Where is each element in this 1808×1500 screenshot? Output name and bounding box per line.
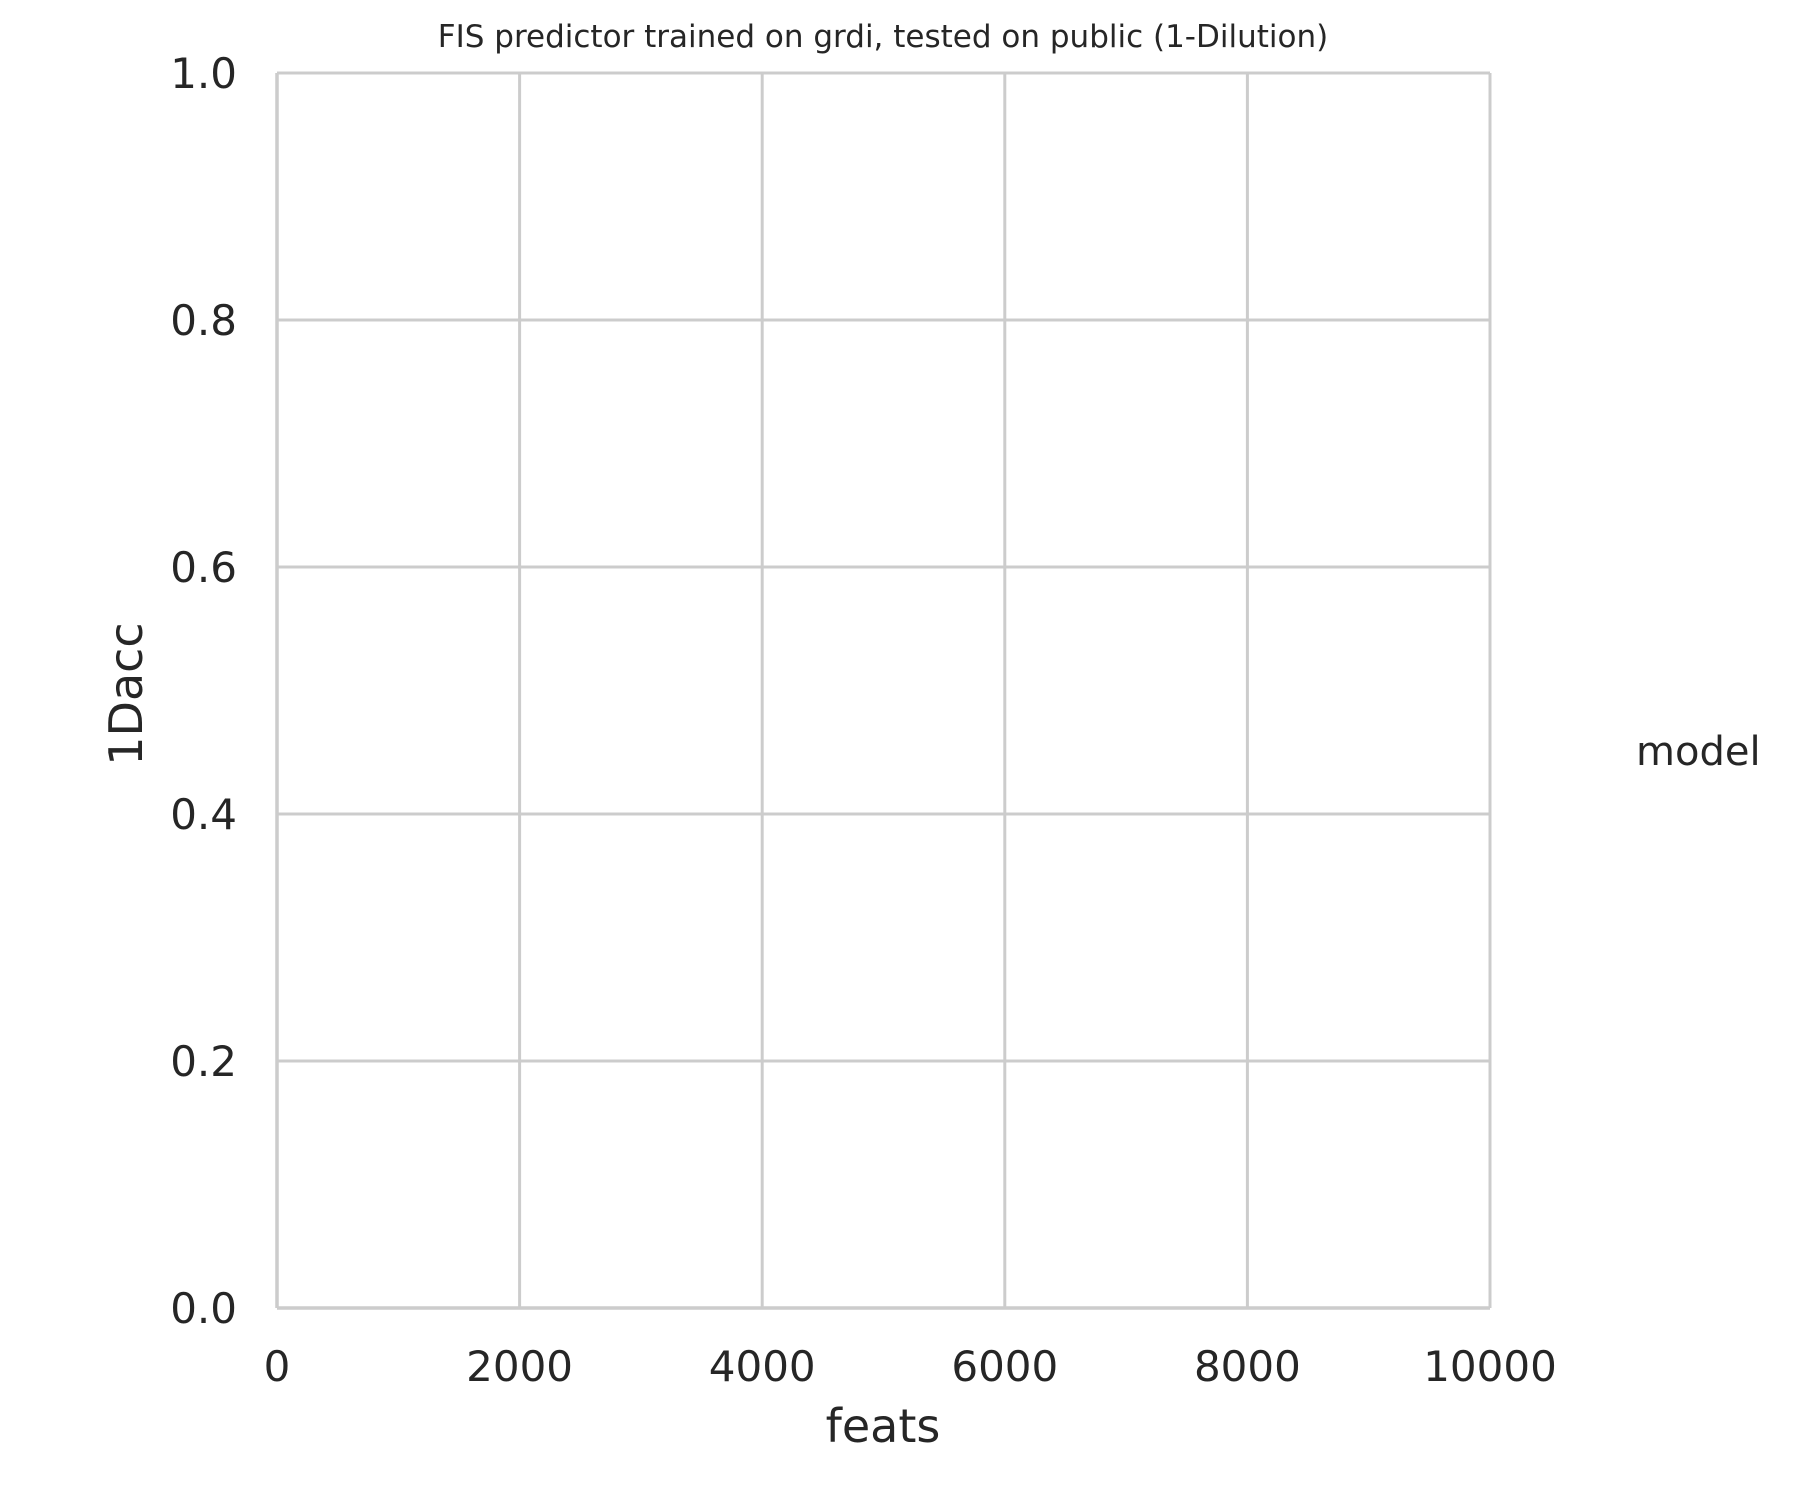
y-tick-label: 0.2	[170, 1037, 237, 1086]
y-tick-label: 0.0	[170, 1284, 237, 1333]
x-tick-label: 0	[264, 1342, 291, 1391]
y-tick-label: 0.6	[170, 543, 237, 592]
x-tick-label: 2000	[466, 1342, 573, 1391]
y-tick-label: 0.4	[170, 790, 237, 839]
y-axis-ticks: 0.0 0.2 0.4 0.6 0.8 1.0	[170, 49, 237, 1333]
y-tick-label: 0.8	[170, 296, 237, 345]
x-tick-label: 4000	[709, 1342, 816, 1391]
x-axis-label: feats	[826, 1399, 941, 1453]
y-tick-label: 1.0	[170, 49, 237, 98]
gridlines	[275, 71, 1492, 1310]
plot-frame	[275, 72, 1491, 1310]
legend: model	[1636, 729, 1761, 775]
x-tick-label: 8000	[1194, 1342, 1301, 1391]
legend-title: model	[1636, 729, 1761, 775]
chart-title: FIS predictor trained on grdi, tested on…	[438, 19, 1328, 55]
x-axis-ticks: 0 2000 4000 6000 8000 10000	[264, 1342, 1557, 1391]
x-tick-label: 10000	[1423, 1342, 1557, 1391]
y-axis-label: 1Dacc	[99, 622, 153, 765]
x-tick-label: 6000	[951, 1342, 1058, 1391]
